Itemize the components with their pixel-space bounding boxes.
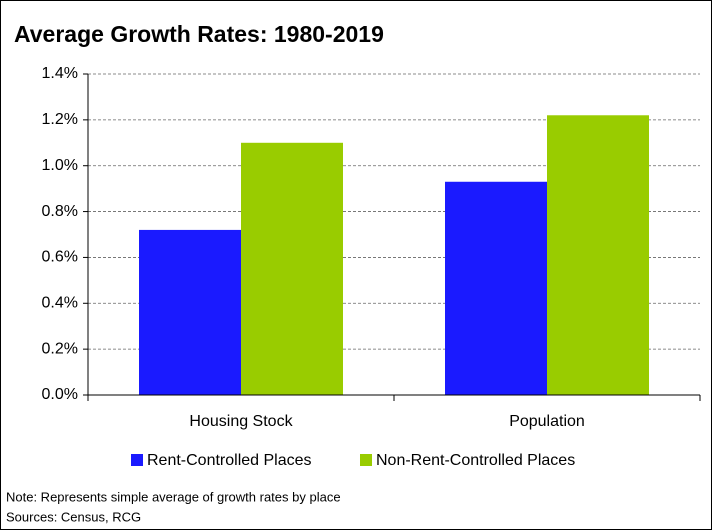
y-tick-label: 0.2% (42, 340, 78, 357)
y-tick-label: 0.4% (42, 295, 78, 312)
y-tick-label: 1.0% (42, 157, 78, 174)
chart-title: Average Growth Rates: 1980-2019 (14, 21, 384, 47)
legend-label: Rent-Controlled Places (147, 452, 312, 469)
y-tick-label: 0.6% (42, 249, 78, 266)
y-tick-label: 0.0% (42, 386, 78, 403)
y-tick-label: 0.8% (42, 203, 78, 220)
bar (445, 181, 547, 395)
bar (547, 115, 649, 396)
legend-label: Non-Rent-Controlled Places (376, 452, 575, 469)
note: Note: Represents simple average of growt… (6, 489, 341, 504)
x-tick-label: Housing Stock (189, 413, 293, 430)
bar (139, 229, 241, 395)
bar (241, 142, 343, 395)
legend-swatch (131, 454, 143, 466)
x-tick-label: Population (509, 413, 585, 430)
y-tick-label: 1.2% (42, 111, 78, 128)
source: Sources: Census, RCG (6, 509, 141, 524)
y-tick-label: 1.4% (42, 65, 78, 82)
legend-swatch (360, 454, 372, 466)
